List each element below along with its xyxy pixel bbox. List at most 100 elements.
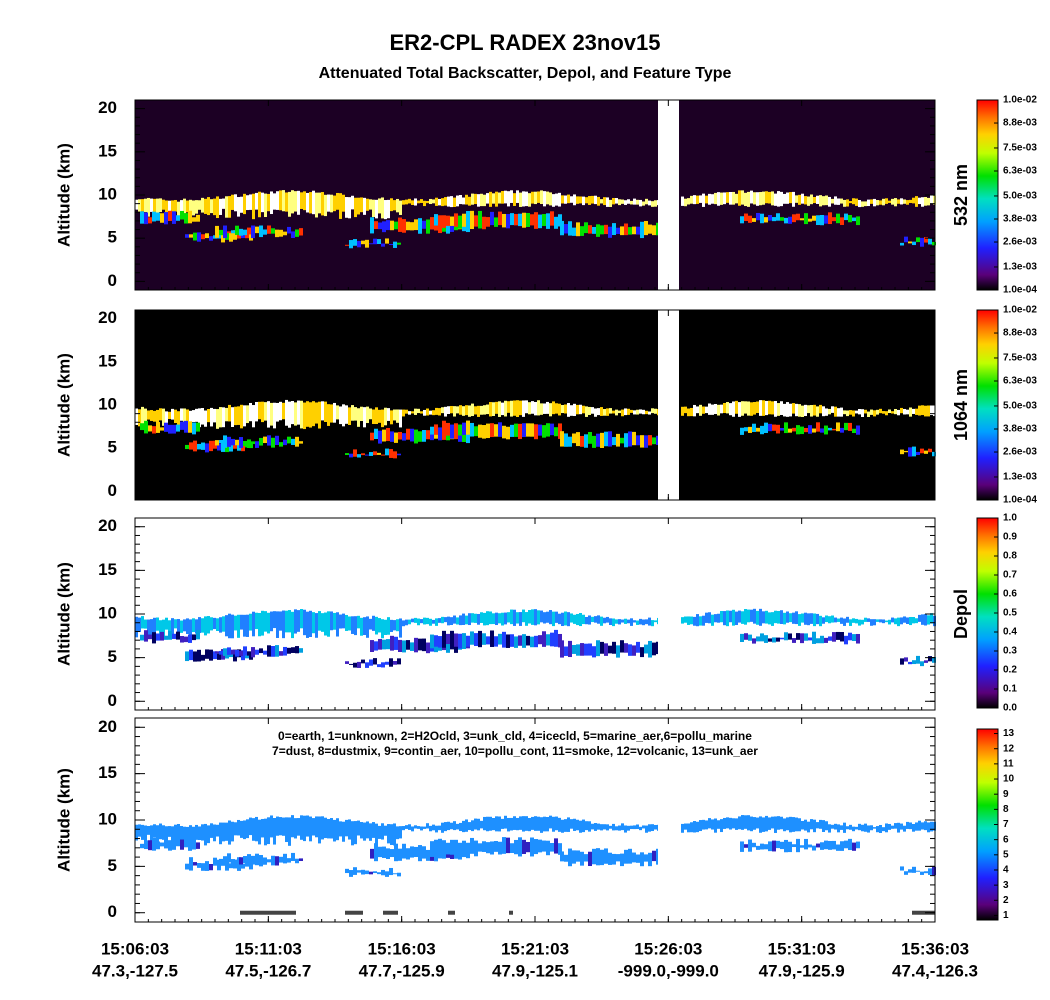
cloud-blob — [189, 649, 193, 661]
cloud-layer — [216, 824, 219, 837]
cloud-blob — [760, 843, 764, 850]
cloud-blob — [564, 646, 568, 656]
cloud-layer — [870, 825, 873, 831]
cloud-layer — [249, 194, 252, 210]
cloud-layer — [324, 612, 327, 636]
cloud-blob — [928, 448, 932, 453]
cloud-layer — [612, 823, 615, 831]
cloud-layer — [222, 822, 225, 842]
cloud-blob — [215, 225, 219, 238]
cloud-layer — [204, 198, 207, 214]
cloud-blob — [542, 214, 546, 227]
colorbar-tick-label: 1.0e-04 — [1003, 285, 1037, 296]
cloud-layer — [267, 817, 270, 845]
cloud-layer — [864, 201, 867, 207]
cloud-layer — [585, 821, 588, 831]
cloud-layer — [321, 816, 324, 840]
cloud-blob — [223, 856, 227, 866]
cloud-layer — [648, 411, 651, 415]
cloud-layer — [522, 609, 525, 623]
cloud-blob — [604, 224, 608, 235]
cloud-layer — [288, 401, 291, 428]
cloud-layer — [183, 198, 186, 219]
cloud-layer — [351, 405, 354, 421]
cloud-layer — [774, 193, 777, 206]
cloud-layer — [246, 195, 249, 211]
cloud-layer — [423, 409, 426, 416]
cloud-layer — [738, 402, 741, 417]
cloud-layer — [747, 815, 750, 831]
cloud-layer — [471, 403, 474, 417]
cloud-layer — [921, 614, 924, 625]
cloud-blob — [357, 454, 361, 458]
cloud-layer — [594, 823, 597, 831]
cloud-blob — [776, 637, 780, 642]
cloud-blob — [596, 640, 600, 657]
cloud-blob — [251, 647, 255, 658]
cloud-blob — [900, 866, 904, 871]
cloud-layer — [441, 407, 444, 414]
cloud-layer — [618, 199, 621, 206]
cloud-layer — [516, 612, 519, 624]
cloud-layer — [681, 823, 684, 833]
cloud-layer — [699, 195, 702, 203]
cloud-blob — [160, 842, 164, 847]
cloud-layer — [900, 407, 903, 414]
cloud-blob — [474, 215, 478, 227]
cloud-blob — [140, 211, 144, 224]
cloud-blob — [168, 840, 172, 851]
colorbar-label: Depol — [951, 589, 971, 639]
cloud-layer — [459, 195, 462, 205]
cloud-blob — [393, 451, 397, 459]
cloud-layer — [846, 616, 849, 623]
cloud-blob — [357, 240, 361, 248]
cloud-layer — [330, 404, 333, 423]
cloud-layer — [732, 818, 735, 829]
cloud-layer — [222, 616, 225, 632]
cloud-layer — [831, 824, 834, 829]
cloud-blob — [600, 849, 604, 866]
cloud-blob — [219, 650, 223, 655]
cloud-layer — [507, 401, 510, 413]
cloud-layer — [273, 402, 276, 429]
colorbar-tick-label: 1 — [1003, 910, 1009, 921]
cloud-blob — [243, 856, 247, 863]
cloud-layer — [405, 409, 408, 414]
cloud-blob — [644, 854, 648, 862]
cloud-layer — [780, 816, 783, 830]
cloud-blob — [784, 839, 788, 853]
cloud-blob — [608, 431, 612, 447]
cloud-blob — [345, 453, 349, 456]
cloud-blob — [219, 858, 223, 865]
cloud-blob — [263, 650, 267, 655]
cloud-layer — [294, 609, 297, 634]
cloud-blob — [279, 651, 283, 656]
cloud-layer — [750, 816, 753, 832]
cloud-blob — [422, 846, 426, 859]
x-tick-label: 15:36:03 — [901, 939, 969, 958]
cloud-blob — [800, 426, 804, 435]
cloud-blob — [295, 229, 299, 237]
colorbar-tick-label: 0.9 — [1003, 532, 1017, 543]
cloud-layer — [468, 405, 471, 417]
cloud-layer — [855, 826, 858, 830]
cloud-layer — [717, 613, 720, 623]
cloud-blob — [908, 447, 912, 457]
cloud-blob — [506, 634, 510, 648]
cloud-layer — [828, 824, 831, 833]
cloud-blob — [760, 425, 764, 435]
cloud-blob — [225, 654, 229, 659]
cloud-blob — [518, 423, 522, 440]
cloud-layer — [636, 824, 639, 830]
cloud-layer — [282, 190, 285, 212]
cloud-layer — [840, 825, 843, 830]
cloud-layer — [408, 619, 411, 625]
cloud-blob — [349, 453, 353, 458]
cloud-layer — [600, 407, 603, 416]
cloud-blob — [267, 645, 271, 657]
cloud-blob — [506, 214, 510, 229]
cloud-layer — [927, 822, 930, 833]
cloud-layer — [552, 611, 555, 627]
cloud-layer — [594, 195, 597, 205]
cloud-layer — [564, 611, 567, 626]
